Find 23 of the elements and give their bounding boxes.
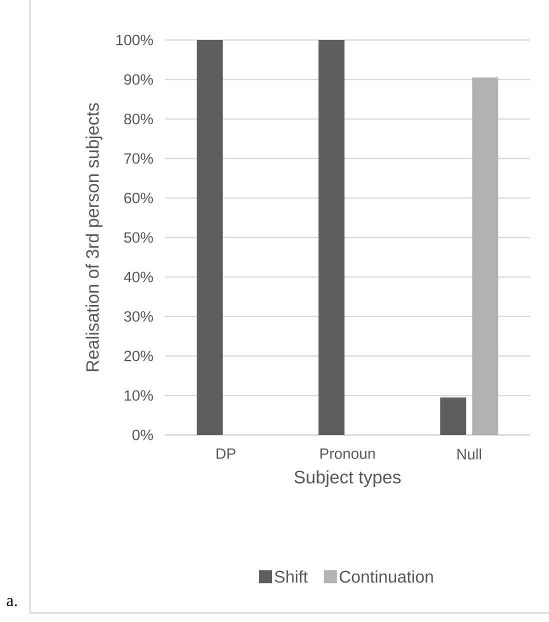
- y-tick-label: 10%: [124, 390, 153, 401]
- y-tick-label: 90%: [124, 74, 153, 85]
- y-tick-label: 70%: [124, 153, 153, 164]
- y-tick-label: 0%: [132, 430, 153, 440]
- y-tick-label: 100%: [116, 34, 153, 46]
- y-tick-label: 20%: [124, 350, 153, 362]
- text: a.: [6, 598, 17, 606]
- y-tick-label: 40%: [124, 272, 153, 282]
- y-axis-title: Realisation of 3rd person subjects: [86, 103, 102, 372]
- bar: [440, 397, 466, 435]
- y-tick-label: 30%: [124, 311, 153, 322]
- y-tick-label: 50%: [124, 232, 153, 243]
- legend-label: Continuation: [340, 570, 433, 583]
- y-tick-label: 80%: [124, 114, 153, 124]
- x-tick-label: Pronoun: [320, 448, 375, 459]
- y-tick-label: 60%: [124, 192, 153, 204]
- x-tick-label: Null: [458, 448, 482, 460]
- legend-label: Shift: [274, 570, 308, 583]
- x-axis-title: Subject types: [294, 470, 401, 488]
- x-tick-label: DP: [216, 448, 236, 459]
- bar: [472, 78, 498, 435]
- bar: [196, 40, 223, 435]
- bar: [318, 40, 344, 435]
